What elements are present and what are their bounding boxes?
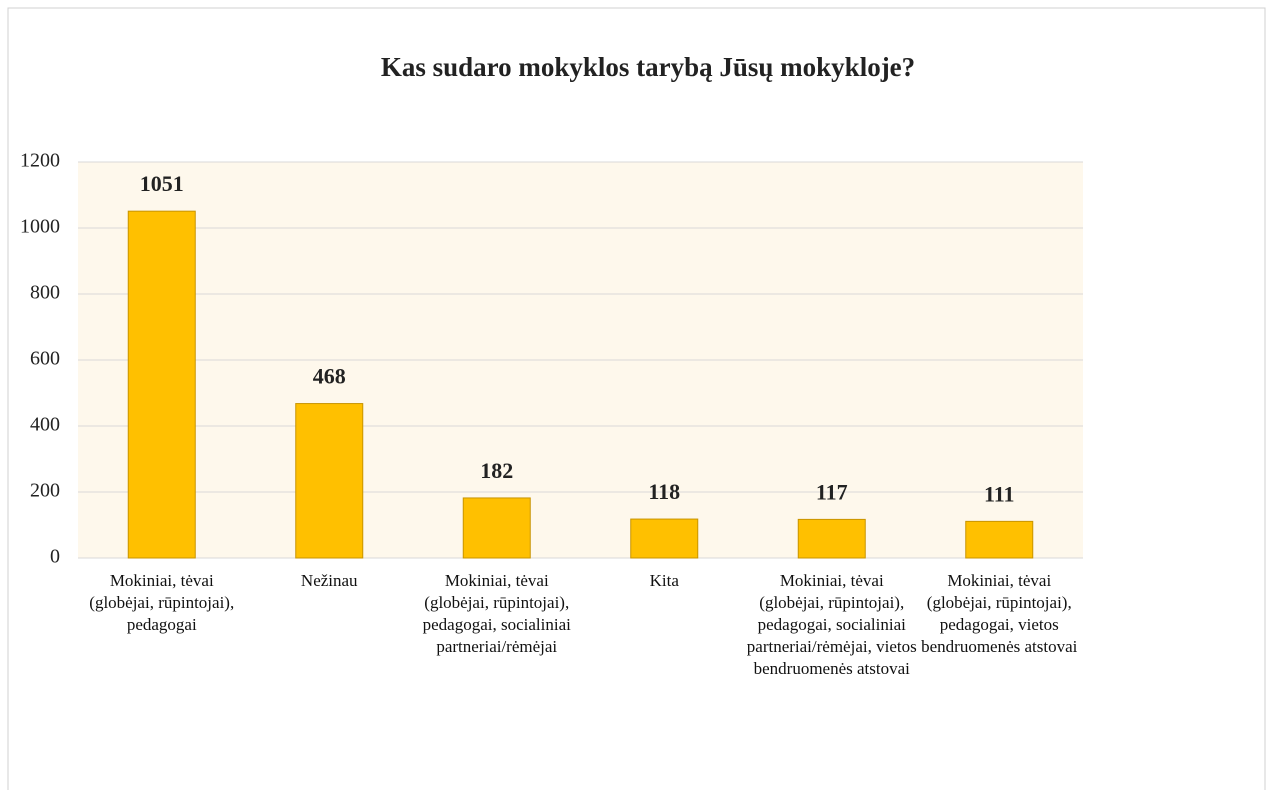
- bar: [295, 403, 364, 559]
- bar: [965, 520, 1034, 559]
- bar: [462, 497, 531, 559]
- x-tick-label: Mokiniai, tėvai (globėjai, rūpintojai), …: [89, 571, 235, 634]
- chart-border: [7, 7, 1266, 790]
- bar: [797, 518, 866, 559]
- chart-title: Kas sudaro mokyklos tarybą Jūsų mokykloj…: [381, 52, 915, 82]
- y-tick-label: 400: [30, 414, 60, 436]
- x-tick-label: Mokiniai, tėvai (globėjai, rūpintojai), …: [921, 571, 1078, 656]
- x-tick-label: Mokiniai, tėvai (globėjai, rūpintojai), …: [746, 571, 917, 678]
- data-label: 117: [816, 479, 848, 504]
- data-label: 118: [648, 479, 680, 504]
- x-tick-label: Kita: [649, 571, 679, 590]
- data-label: 111: [984, 481, 1015, 506]
- y-tick-label: 1200: [20, 150, 60, 172]
- x-tick-label: Mokiniai, tėvai (globėjai, rūpintojai), …: [422, 571, 571, 656]
- x-tick-label: Nežinau: [300, 571, 358, 590]
- data-label: 468: [313, 364, 346, 389]
- bar: [127, 210, 196, 559]
- data-label: 1051: [140, 171, 184, 196]
- y-tick-label: 1000: [20, 216, 60, 238]
- y-tick-label: 200: [30, 480, 60, 502]
- y-tick-label: 0: [50, 546, 60, 568]
- data-label: 182: [480, 458, 513, 483]
- y-tick-label: 800: [30, 282, 60, 304]
- bar: [630, 518, 699, 559]
- y-tick-label: 600: [30, 348, 60, 370]
